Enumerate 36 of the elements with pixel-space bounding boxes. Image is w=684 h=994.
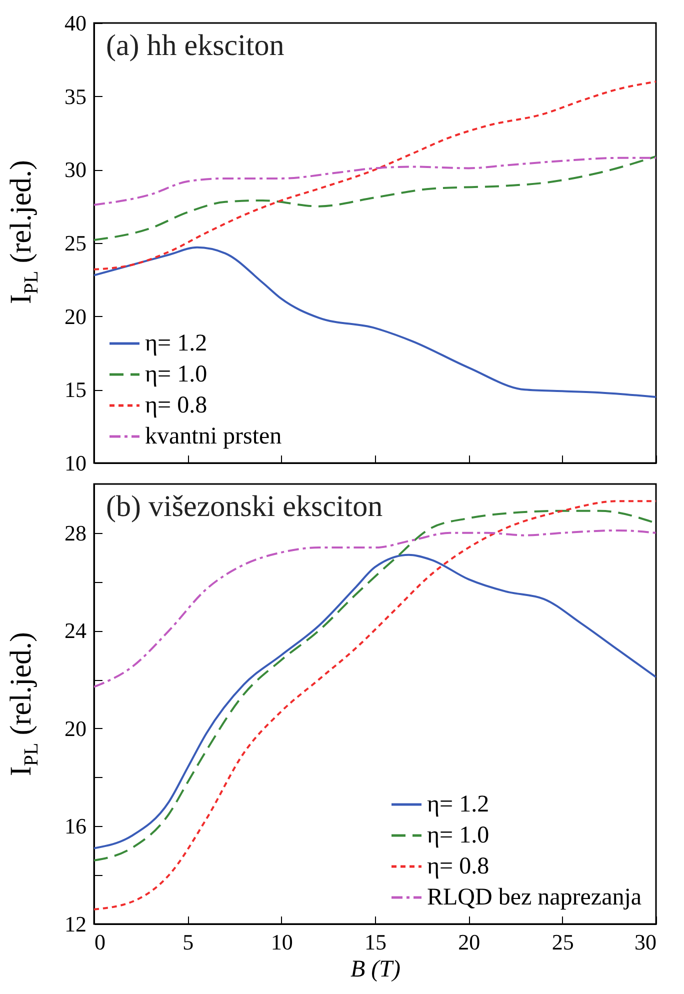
line-series <box>94 80 656 270</box>
y-tick-label: 15 <box>64 377 86 402</box>
y-tick-label: 28 <box>64 520 86 546</box>
line-series <box>94 554 656 850</box>
x-tick-label: 0 <box>94 930 106 954</box>
line-series <box>94 246 656 398</box>
legend-label: RLQD bez naprezanja <box>427 884 642 910</box>
legend-label: η= 1.0 <box>145 362 208 388</box>
y-tick-label: 40 <box>64 10 86 36</box>
x-axis-title: B (T) <box>350 956 400 982</box>
line-series <box>94 529 656 688</box>
y-tick-label: 20 <box>64 304 86 329</box>
x-tick-label: 10 <box>270 930 293 954</box>
y-tick-label: 35 <box>64 84 86 109</box>
x-tick-label: 20 <box>458 930 480 954</box>
line-series <box>94 155 656 242</box>
legend-label: η= 0.8 <box>145 392 208 418</box>
x-tick-label: 5 <box>182 930 194 954</box>
legend-label: η= 1.0 <box>427 822 490 848</box>
y-tick-label: 24 <box>64 618 86 644</box>
x-tick-label: 30 <box>634 930 656 954</box>
x-tick-label: 25 <box>552 930 574 954</box>
legend-label: η= 1.2 <box>145 330 208 356</box>
y-tick-label: 10 <box>64 450 86 476</box>
line-series <box>94 156 656 206</box>
y-tick-label: 16 <box>64 814 86 839</box>
annotation: (a) hh eksciton <box>106 29 284 62</box>
y-tick-label: 30 <box>64 157 86 182</box>
legend-label: η= 1.2 <box>427 792 490 818</box>
legend-label: η= 0.8 <box>427 854 490 880</box>
y-tick-label: 25 <box>64 230 86 256</box>
annotation: (b) višezonski eksciton <box>106 490 383 523</box>
y-tick-label: 12 <box>64 912 86 936</box>
y-tick-label: 20 <box>64 716 86 741</box>
legend-label: kvantni prsten <box>145 424 282 450</box>
x-tick-label: 15 <box>364 930 386 954</box>
